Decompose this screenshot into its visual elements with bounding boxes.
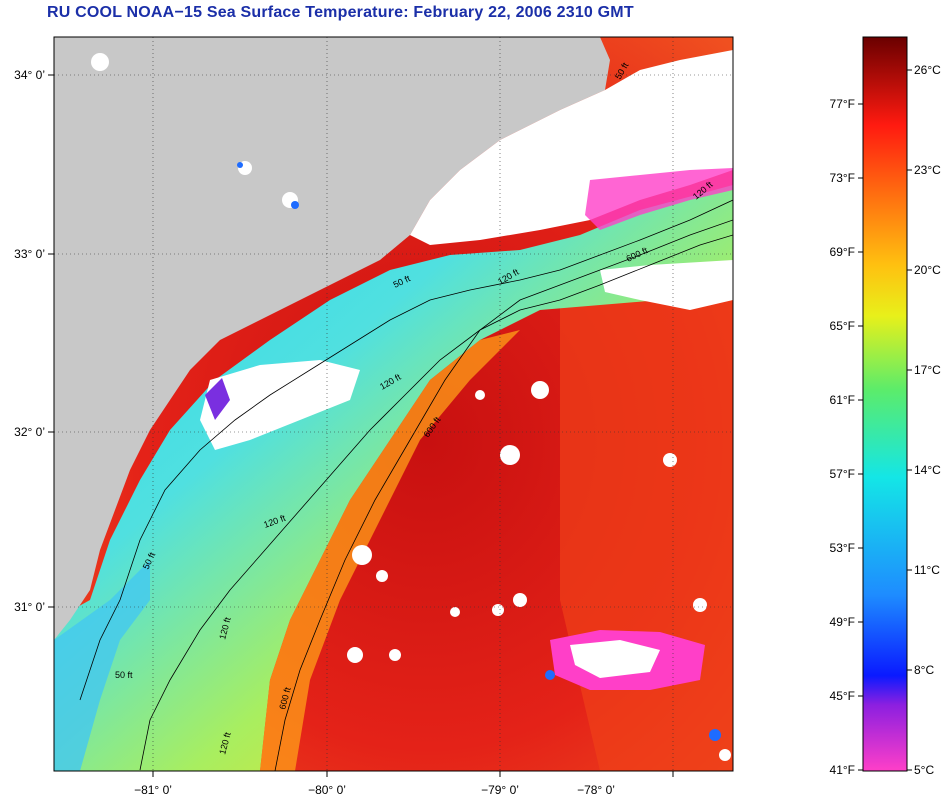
colorbar-c-label: 17°C — [914, 363, 941, 377]
ocean-orange-region — [560, 280, 733, 771]
land-area — [54, 37, 610, 640]
colorbar-c-label: 20°C — [914, 263, 941, 277]
scattered-cold-pixels — [237, 162, 721, 741]
colorbar-c-label: 5°C — [914, 763, 934, 777]
colorbar-f-label: 49°F — [830, 615, 855, 629]
cloud-patch-4 — [600, 260, 733, 310]
bathymetry-contours — [79, 199, 733, 771]
colorbar-ticks — [858, 69, 912, 771]
map-plot-area — [54, 37, 733, 771]
lon-label-81: −81° 0’ — [134, 783, 172, 797]
colorbar-f-label: 53°F — [830, 541, 855, 555]
colorbar-c-label: 14°C — [914, 463, 941, 477]
colorbar-c-label: 23°C — [914, 163, 941, 177]
colorbar-c-label: 26°C — [914, 63, 941, 77]
colorbar-f-label: 61°F — [830, 393, 855, 407]
coastal-cold-band — [54, 560, 150, 771]
colorbar-gradient — [862, 36, 908, 772]
map-ticks — [48, 74, 674, 777]
cloud-patch-3 — [585, 168, 733, 230]
colorbar-f-label: 57°F — [830, 467, 855, 481]
colorbar-f-label: 65°F — [830, 319, 855, 333]
colorbar-f-label: 73°F — [830, 171, 855, 185]
lon-label-78: −78° 0’ — [577, 783, 615, 797]
map-frame — [53, 36, 734, 772]
colorbar: 77°F 73°F 69°F 65°F 61°F 57°F 53°F 49°F … — [830, 36, 941, 777]
cloud-patch-1 — [200, 360, 360, 450]
colorbar-c-label: 8°C — [914, 663, 934, 677]
frontal-band — [260, 330, 520, 771]
colorbar-f-label: 77°F — [830, 97, 855, 111]
colorbar-c-label: 11°C — [914, 563, 940, 577]
lon-label-79: −79° 0’ — [481, 783, 519, 797]
lat-label-33: 33° 0’ — [14, 247, 45, 261]
contour-label: 50 ft — [115, 670, 133, 680]
colorbar-f-label: 45°F — [830, 689, 855, 703]
chart-title: RU COOL NOAA−15 Sea Surface Temperature:… — [47, 4, 634, 21]
lat-label-31: 31° 0’ — [14, 600, 45, 614]
cloud-edge-1 — [205, 378, 230, 420]
cloud-patch-2-core — [570, 640, 660, 678]
lon-label-80: −80° 0’ — [308, 783, 346, 797]
shelf-water-region — [54, 185, 733, 771]
lat-label-32: 32° 0’ — [14, 425, 45, 439]
colorbar-f-label: 41°F — [830, 763, 855, 777]
colorbar-f-label: 69°F — [830, 245, 855, 259]
lat-label-34: 34° 0’ — [14, 68, 45, 82]
